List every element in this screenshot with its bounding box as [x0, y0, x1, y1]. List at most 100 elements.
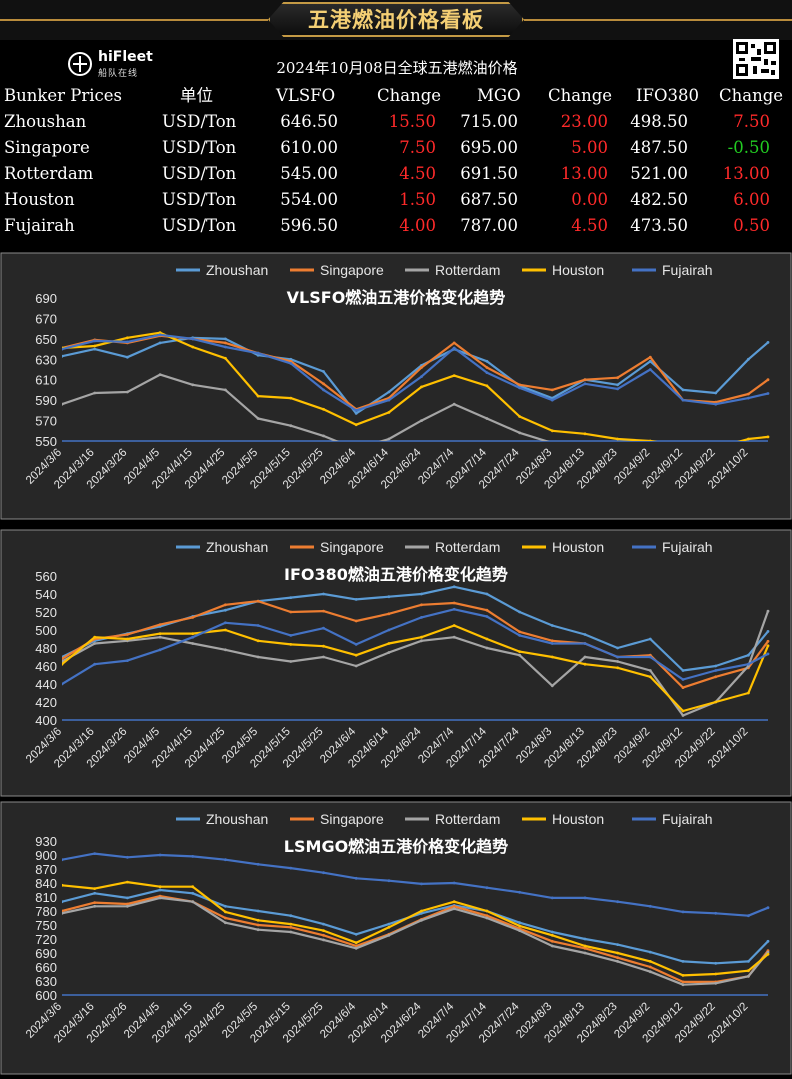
- legend-label[interactable]: Zhoushan: [206, 539, 268, 555]
- data-point: [354, 932, 358, 936]
- data-point: [224, 603, 227, 607]
- legend-label[interactable]: Rotterdam: [435, 811, 500, 827]
- data-point: [289, 424, 293, 428]
- legend-label[interactable]: Rotterdam: [435, 539, 500, 555]
- data-point: [583, 382, 587, 386]
- data-point: [191, 632, 195, 635]
- cell-ifo380-change: 6.00: [733, 190, 770, 209]
- data-point: [583, 432, 587, 436]
- legend-label[interactable]: Zhoushan: [206, 262, 268, 278]
- y-tick-label: 540: [35, 587, 57, 602]
- cell-unit: USD/Ton: [162, 164, 237, 183]
- data-point: [648, 675, 652, 679]
- lsmgo-chart-panel: Zhoushan Singapore Rotterdam Houston Fujaira…: [0, 801, 792, 1075]
- data-point: [354, 941, 358, 945]
- cell-vlsfo: 545.00: [280, 164, 338, 183]
- legend-label[interactable]: Fujairah: [662, 811, 713, 827]
- data-point: [420, 635, 423, 639]
- data-point: [648, 439, 652, 441]
- data-point: [616, 383, 619, 387]
- data-point: [420, 616, 423, 619]
- data-point: [158, 885, 162, 889]
- data-point: [322, 382, 325, 386]
- data-point: [256, 909, 260, 913]
- data-point: [550, 398, 554, 402]
- data-point: [158, 373, 162, 376]
- data-point: [714, 961, 718, 965]
- cell-unit: USD/Ton: [162, 138, 237, 157]
- data-point: [550, 930, 554, 934]
- vlsfo-chart-panel: Zhoushan Singapore Rotterdam Houston Fujaira…: [0, 252, 792, 520]
- ifo380-chart-panel: Zhoushan Singapore Rotterdam Houston Fujaira…: [0, 529, 792, 797]
- data-point: [766, 639, 770, 643]
- data-point: [681, 388, 685, 392]
- legend-label[interactable]: Zhoushan: [206, 811, 268, 827]
- legend-label[interactable]: Fujairah: [662, 539, 713, 555]
- cell-vlsfo: 610.00: [280, 138, 338, 157]
- y-tick-label: 650: [35, 332, 57, 347]
- data-point: [583, 944, 587, 948]
- data-point: [322, 871, 325, 875]
- data-point: [550, 429, 554, 433]
- data-point: [766, 341, 770, 344]
- y-tick-label: 720: [35, 932, 57, 947]
- y-tick-label: 750: [35, 918, 57, 933]
- cell-mgo: 715.00: [460, 112, 518, 131]
- data-point: [485, 608, 489, 612]
- data-point: [420, 639, 423, 643]
- data-point: [62, 662, 64, 666]
- legend-label[interactable]: Fujairah: [662, 262, 713, 278]
- cell-ifo380: 487.50: [630, 138, 688, 157]
- cell-mgo: 695.00: [460, 138, 518, 157]
- data-point: [354, 598, 358, 601]
- data-point: [224, 388, 227, 392]
- legend-label[interactable]: Houston: [552, 539, 604, 555]
- data-point: [158, 623, 162, 626]
- data-point: [648, 965, 652, 969]
- data-point: [452, 900, 456, 904]
- chart-svg: Zhoushan Singapore Rotterdam Houston Fujaira…: [0, 801, 792, 1075]
- data-point: [93, 901, 97, 904]
- data-point: [766, 952, 770, 956]
- data-point: [452, 624, 456, 627]
- data-point: [485, 886, 489, 890]
- data-point: [518, 929, 521, 932]
- data-point: [616, 956, 619, 960]
- legend-label[interactable]: Rotterdam: [435, 262, 500, 278]
- legend-label[interactable]: Singapore: [320, 262, 384, 278]
- hifleet-logo-icon: [68, 52, 92, 76]
- legend-label[interactable]: Singapore: [320, 539, 384, 555]
- table-row: Fujairah USD/Ton 596.50 4.00 787.00 4.50 473.5…: [0, 214, 792, 240]
- data-point: [485, 916, 489, 920]
- data-point: [747, 914, 750, 918]
- data-point: [714, 675, 718, 679]
- cell-ifo380: 498.50: [630, 112, 688, 131]
- legend-label[interactable]: Houston: [552, 811, 604, 827]
- data-point: [322, 592, 325, 596]
- data-point: [322, 434, 325, 438]
- cell-mgo: 691.50: [460, 164, 518, 183]
- data-point: [354, 946, 358, 950]
- legend-label[interactable]: Singapore: [320, 811, 384, 827]
- data-point: [289, 362, 293, 365]
- data-point: [158, 341, 162, 345]
- data-point: [681, 960, 685, 963]
- data-point: [648, 359, 652, 363]
- data-point: [322, 922, 325, 926]
- data-point: [289, 643, 293, 646]
- data-point: [289, 914, 293, 918]
- data-point: [62, 347, 64, 351]
- data-point: [518, 634, 521, 637]
- data-point: [224, 904, 227, 908]
- data-point: [387, 612, 391, 616]
- header-vlsfo-change: Change: [377, 86, 442, 105]
- data-point: [354, 409, 358, 412]
- qr-code-icon[interactable]: [733, 39, 779, 79]
- data-point: [452, 601, 456, 605]
- data-point: [648, 904, 652, 908]
- data-point: [62, 858, 64, 862]
- data-point: [747, 960, 750, 963]
- y-tick-label: 600: [35, 988, 57, 1003]
- cell-unit: USD/Ton: [162, 112, 237, 131]
- legend-label[interactable]: Houston: [552, 262, 604, 278]
